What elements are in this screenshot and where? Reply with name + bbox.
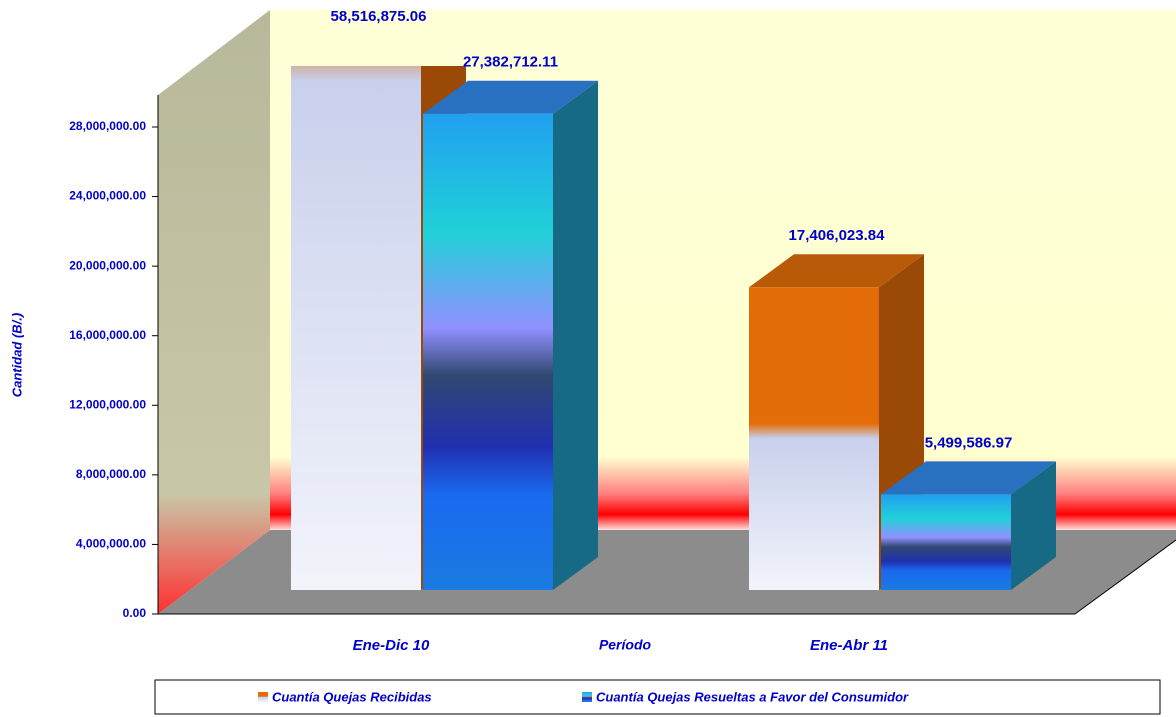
value-label: 27,382,712.11 — [463, 54, 558, 71]
x-axis-title: Período — [599, 637, 652, 653]
y-tick-label: 24,000,000.00 — [69, 189, 146, 203]
legend-label: Cuantía Quejas Resueltas a Favor del Con… — [596, 689, 909, 704]
bar-top — [423, 80, 598, 114]
bar-front — [749, 287, 879, 590]
y-tick-label: 8,000,000.00 — [76, 467, 146, 481]
legend-swatch — [258, 692, 268, 702]
y-tick-label: 0.00 — [123, 606, 147, 620]
x-tick-label: Ene-Abr 11 — [810, 637, 888, 654]
value-label: 5,499,586.97 — [925, 434, 1013, 451]
bar-front — [423, 113, 553, 591]
y-tick-label: 28,000,000.00 — [69, 119, 146, 133]
side-wall — [158, 10, 270, 614]
bar — [423, 80, 598, 591]
bar — [881, 461, 1056, 590]
y-tick-label: 12,000,000.00 — [69, 397, 146, 411]
y-tick-label: 4,000,000.00 — [76, 537, 146, 551]
bar-side — [553, 80, 598, 591]
bars — [291, 66, 1056, 591]
bar-front — [881, 494, 1011, 590]
y-tick-label: 16,000,000.00 — [69, 328, 146, 342]
value-label: 58,516,875.06 — [331, 8, 427, 25]
value-label: 17,406,023.84 — [789, 227, 886, 244]
legend-label: Cuantía Quejas Recibidas — [272, 689, 432, 704]
legend — [154, 679, 1161, 715]
bar-top — [749, 254, 924, 288]
bar-front — [291, 66, 421, 590]
x-tick-label: Ene-Dic 10 — [353, 637, 430, 654]
bar-top — [881, 461, 1056, 495]
y-tick-label: 20,000,000.00 — [69, 258, 146, 272]
bar-side — [1011, 461, 1056, 590]
legend-swatch — [582, 692, 592, 702]
y-axis-title: Cantidad (B/.) — [9, 313, 24, 398]
floor-edge — [1074, 539, 1176, 615]
